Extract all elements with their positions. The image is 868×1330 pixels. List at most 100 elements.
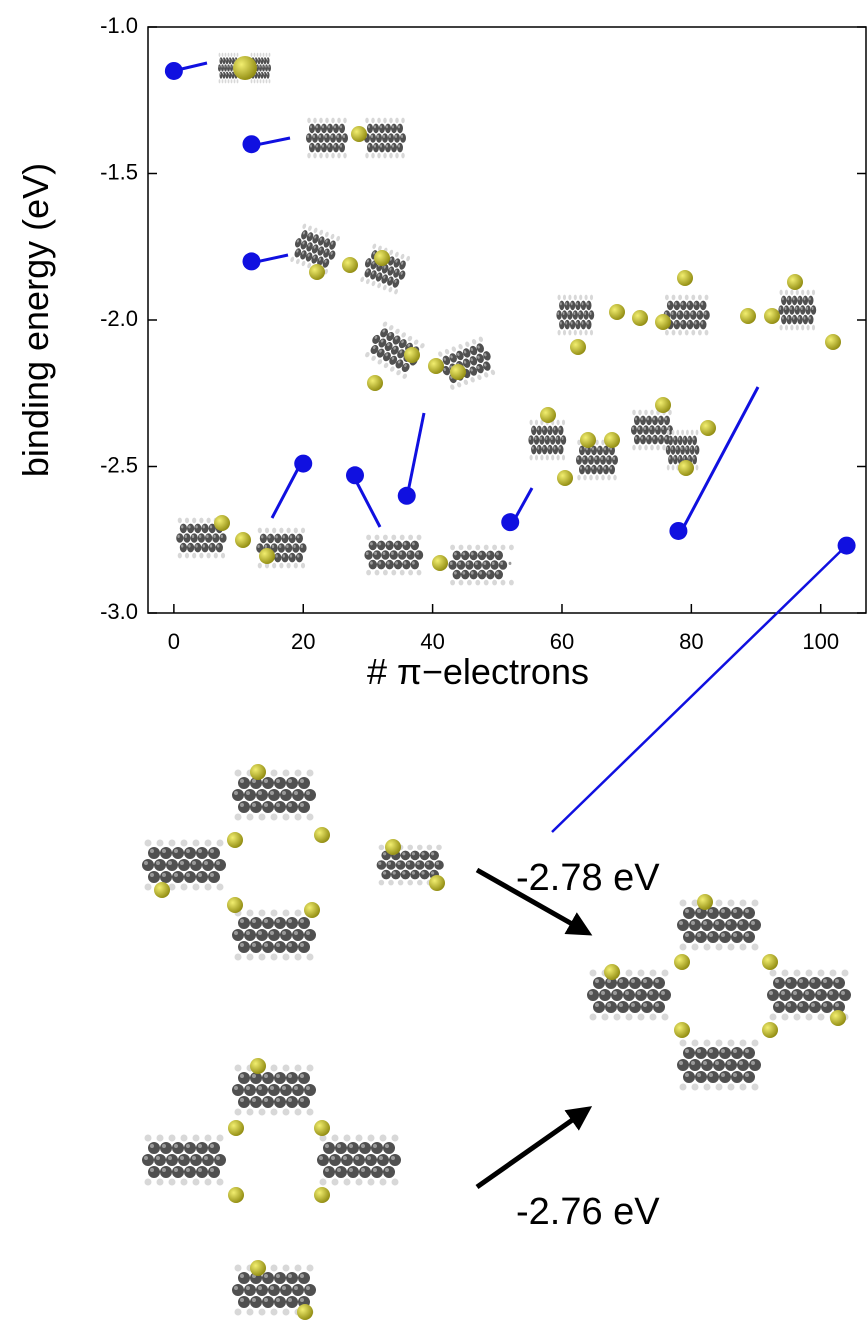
x-tick-label: 80 [679,629,703,654]
sulfur [604,432,620,448]
fragment [439,337,500,388]
fragment [451,547,511,582]
sulfur [250,1058,266,1074]
sulfur [825,334,841,350]
molecule-3 [291,226,413,294]
molecule-4 [179,515,311,566]
data-point [669,522,687,540]
trimer-bottom [146,1058,407,1203]
x-tick-label: 20 [291,629,315,654]
molecule-7 [530,397,716,486]
x-tick-label: 0 [168,629,180,654]
fragment [681,1043,767,1087]
y-tick-label: -2.0 [100,306,138,331]
sulfur [228,1187,244,1203]
fragment [578,442,621,477]
leader-line [354,477,380,527]
fragment [558,297,597,332]
fragment [771,973,857,1017]
annotation: -2.76 eV [516,1191,660,1233]
sulfur [351,126,367,142]
sulfur [655,397,671,413]
molecule-8 [558,270,841,355]
sulfur [557,470,573,486]
sulfur [233,56,257,80]
sulfur [314,1120,330,1136]
sulfur [228,1120,244,1136]
molecule-1 [219,55,273,81]
sulfur [609,304,625,320]
fragment [308,120,351,155]
fragment [666,297,713,332]
data-point [501,513,519,531]
sulfur [428,358,444,374]
data-point [242,252,260,270]
sulfur [677,270,693,286]
sulfur [787,274,803,290]
sulfur [762,1022,778,1038]
sulfur [540,407,556,423]
molecule-2 [308,120,409,155]
fragment [530,422,569,457]
data-point [346,466,364,484]
fragment [236,773,322,817]
sulfur [367,375,383,391]
sulfur [450,364,466,380]
fragment [366,120,409,155]
data-point [294,455,312,473]
y-tick-label: -3.0 [100,599,138,624]
sulfur [214,515,230,531]
trimer-top [146,764,330,957]
data-point [242,135,260,153]
sulfur [674,1022,690,1038]
sulfur [154,882,170,898]
sulfur [404,347,420,363]
sulfur [227,897,243,913]
x-tick-label: 40 [420,629,444,654]
figure: # π−electrons binding energy (eV) -2.78 … [0,0,868,1330]
sulfur [250,1260,266,1276]
sulfur [227,832,243,848]
fragment [591,973,677,1017]
y-tick-label: -1.0 [100,13,138,38]
sulfur [314,827,330,843]
monomer-2 [236,1260,322,1320]
sulfur [297,1304,313,1320]
fragment [146,1138,232,1182]
x-tick-label: 60 [550,629,574,654]
arrow [477,1109,588,1187]
annotation: -2.78 eV [516,857,660,899]
page: # π−electrons binding energy (eV) -2.78 … [0,0,868,1330]
fragment [236,913,322,957]
sulfur [762,954,778,970]
sulfur [309,264,325,280]
fragment [321,1138,407,1182]
leader-lines [173,63,847,832]
sulfur [342,257,358,273]
sulfur [697,894,713,910]
x-axis-label: # π−electrons [367,651,589,692]
molecule-6 [366,324,499,391]
fragment [236,1068,322,1112]
fragment [780,292,819,327]
leader-line [552,545,847,832]
y-axis-label: binding energy (eV) [15,163,56,477]
sulfur [655,314,671,330]
data-point [398,487,416,505]
sulfur [250,764,266,780]
monomer [380,839,449,891]
data-point [165,62,183,80]
x-tick-label: 100 [802,629,839,654]
sulfur [830,1010,846,1026]
sulfur [580,432,596,448]
y-tick-label: -2.5 [100,452,138,477]
sulfur [632,310,648,326]
y-tick-label: -1.5 [100,159,138,184]
leader-line [272,463,301,518]
sulfur [674,954,690,970]
fragment [681,903,767,947]
sulfur [259,548,275,564]
hexamer-ring [591,894,857,1087]
fragment [146,843,232,887]
sulfur [385,839,401,855]
